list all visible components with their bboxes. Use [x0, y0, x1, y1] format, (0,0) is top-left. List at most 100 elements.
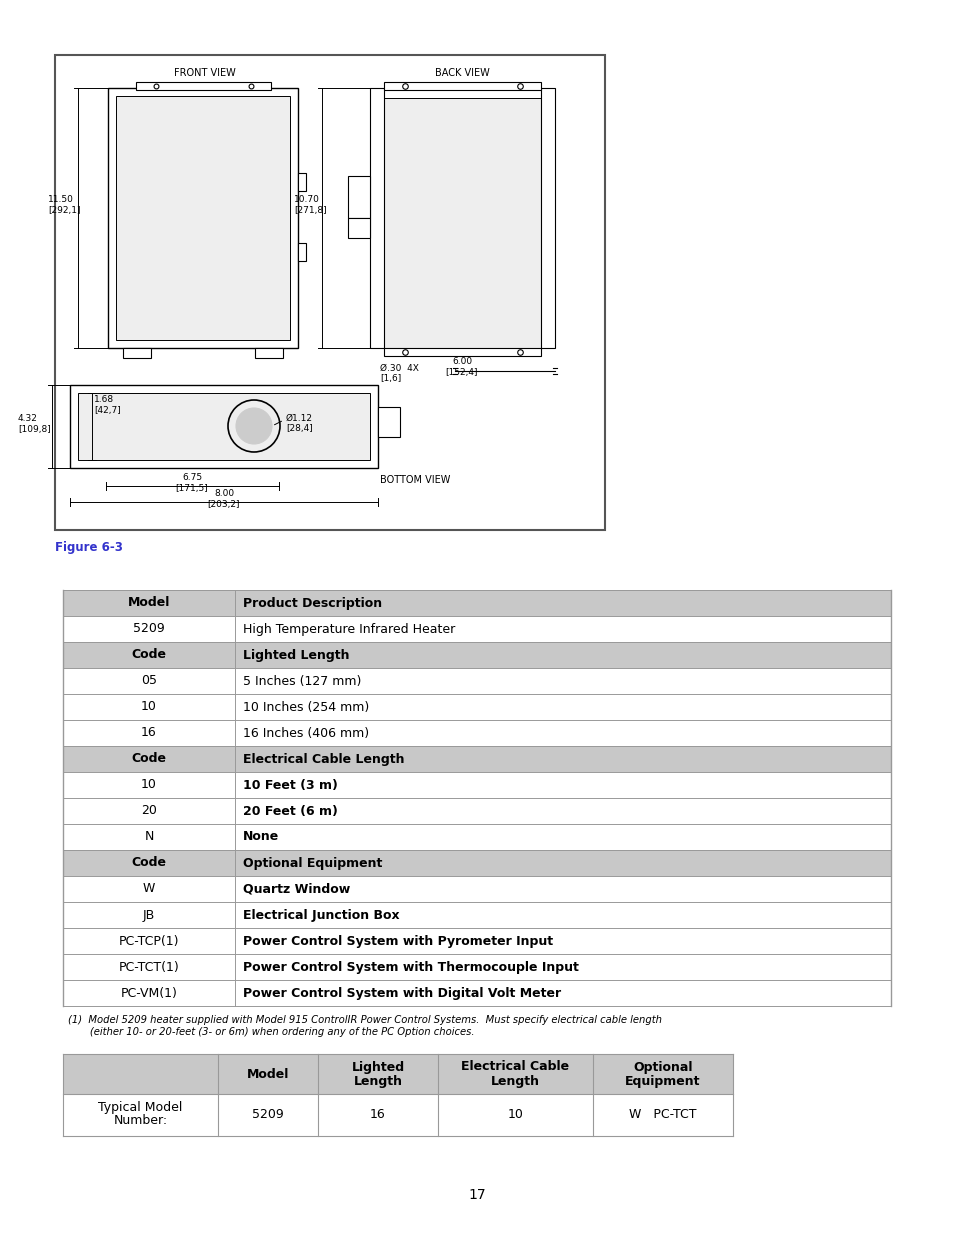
Text: Electrical Cable: Electrical Cable	[461, 1061, 569, 1073]
Text: Quartz Window: Quartz Window	[243, 883, 350, 895]
Text: Equipment: Equipment	[624, 1074, 700, 1088]
Text: Model: Model	[128, 597, 170, 610]
Text: 10.70: 10.70	[294, 195, 319, 204]
Bar	[63, 876, 890, 902]
Text: Lighted Length: Lighted Length	[243, 648, 349, 662]
Bar	[63, 642, 890, 668]
Bar	[63, 850, 890, 876]
Text: [42,7]: [42,7]	[94, 405, 121, 415]
Bar	[63, 694, 890, 720]
Text: [28,4]: [28,4]	[286, 425, 313, 433]
Text: 10 Feet (3 m): 10 Feet (3 m)	[243, 778, 337, 792]
Text: Code: Code	[132, 857, 167, 869]
Text: Length: Length	[491, 1074, 539, 1088]
Text: 20: 20	[141, 804, 157, 818]
Text: 16 Inches (406 mm): 16 Inches (406 mm)	[243, 726, 369, 740]
Text: JB: JB	[143, 909, 155, 921]
Text: High Temperature Infrared Heater: High Temperature Infrared Heater	[243, 622, 455, 636]
Text: 10: 10	[507, 1109, 523, 1121]
Bar	[370, 88, 384, 348]
Text: [152,4]: [152,4]	[445, 368, 477, 378]
Bar	[63, 902, 890, 927]
Text: BOTTOM VIEW: BOTTOM VIEW	[379, 475, 450, 485]
Text: [1,6]: [1,6]	[379, 374, 401, 384]
Text: 17: 17	[468, 1188, 485, 1202]
Text: 10: 10	[141, 700, 157, 714]
Bar	[63, 1094, 732, 1136]
Text: 6.75: 6.75	[182, 473, 202, 483]
Text: Optional: Optional	[633, 1061, 692, 1073]
Text: Power Control System with Thermocouple Input: Power Control System with Thermocouple I…	[243, 961, 578, 973]
Bar	[78, 393, 370, 459]
Text: Electrical Junction Box: Electrical Junction Box	[243, 909, 399, 921]
Text: Optional Equipment: Optional Equipment	[243, 857, 382, 869]
Bar	[63, 772, 890, 798]
Text: 5209: 5209	[252, 1109, 284, 1121]
Text: Ø1.12: Ø1.12	[286, 414, 313, 422]
Text: Code: Code	[132, 752, 167, 766]
Text: 1.68: 1.68	[94, 394, 114, 404]
Bar	[63, 981, 890, 1007]
Text: 05: 05	[141, 674, 157, 688]
Bar	[63, 668, 890, 694]
Bar	[254, 348, 283, 358]
Text: 16: 16	[141, 726, 156, 740]
Text: 5 Inches (127 mm): 5 Inches (127 mm)	[243, 674, 361, 688]
Text: 11.50: 11.50	[48, 195, 73, 204]
Text: 4.32: 4.32	[18, 414, 38, 422]
Text: W   PC-TCT: W PC-TCT	[629, 1109, 696, 1121]
Text: Figure 6-3: Figure 6-3	[55, 541, 123, 555]
Text: Ø.30  4X: Ø.30 4X	[379, 363, 418, 373]
Text: PC-VM(1): PC-VM(1)	[120, 987, 177, 999]
Bar	[63, 616, 890, 642]
Bar	[123, 348, 151, 358]
Bar	[348, 177, 370, 219]
Bar	[63, 798, 890, 824]
Bar	[63, 720, 890, 746]
Text: BACK VIEW: BACK VIEW	[435, 68, 489, 78]
Text: Typical Model: Typical Model	[98, 1100, 182, 1114]
Bar	[63, 953, 890, 981]
Text: 10: 10	[141, 778, 157, 792]
Bar	[297, 243, 306, 261]
Text: PC-TCP(1): PC-TCP(1)	[118, 935, 179, 947]
Bar	[384, 82, 540, 90]
Text: [171,5]: [171,5]	[175, 484, 208, 494]
Text: Code: Code	[132, 648, 167, 662]
Bar	[63, 927, 890, 953]
Bar	[297, 173, 306, 191]
Text: [203,2]: [203,2]	[208, 500, 240, 510]
Text: [292,1]: [292,1]	[48, 206, 80, 215]
Bar	[540, 88, 555, 348]
Text: None: None	[243, 830, 279, 844]
Bar	[55, 56, 604, 530]
Text: Lighted: Lighted	[351, 1061, 404, 1073]
Text: Model: Model	[247, 1067, 289, 1081]
Text: Product Description: Product Description	[243, 597, 382, 610]
Bar	[384, 98, 540, 348]
Bar	[63, 746, 890, 772]
Bar	[108, 88, 297, 348]
Bar	[63, 1053, 732, 1094]
Text: FRONT VIEW: FRONT VIEW	[174, 68, 235, 78]
Bar	[384, 348, 540, 356]
Bar	[348, 219, 370, 238]
Bar	[70, 385, 377, 468]
Bar	[377, 408, 399, 437]
Text: 20 Feet (6 m): 20 Feet (6 m)	[243, 804, 337, 818]
Circle shape	[235, 408, 272, 445]
Text: [271,8]: [271,8]	[294, 206, 326, 215]
Text: Length: Length	[354, 1074, 402, 1088]
Text: PC-TCT(1): PC-TCT(1)	[118, 961, 179, 973]
Text: Electrical Cable Length: Electrical Cable Length	[243, 752, 404, 766]
Text: 6.00: 6.00	[452, 357, 472, 367]
Text: Power Control System with Digital Volt Meter: Power Control System with Digital Volt M…	[243, 987, 560, 999]
Text: 10 Inches (254 mm): 10 Inches (254 mm)	[243, 700, 369, 714]
Text: 5209: 5209	[133, 622, 165, 636]
Bar	[136, 82, 271, 90]
Text: N: N	[144, 830, 153, 844]
Text: (either 10- or 20-feet (3- or 6m) when ordering any of the PC Option choices.: (either 10- or 20-feet (3- or 6m) when o…	[68, 1028, 474, 1037]
Text: Power Control System with Pyrometer Input: Power Control System with Pyrometer Inpu…	[243, 935, 553, 947]
Bar	[63, 590, 890, 616]
Text: Number:: Number:	[113, 1114, 168, 1128]
